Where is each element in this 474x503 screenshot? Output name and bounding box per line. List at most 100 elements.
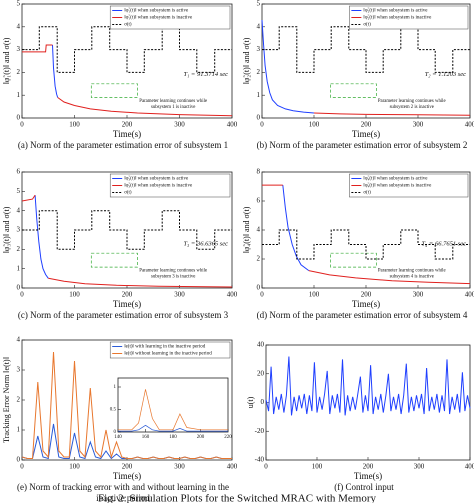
y-tick-label: 2 [17, 68, 21, 76]
annotation-note: subsystem 2 is inactive [390, 105, 434, 110]
x-tick-label: 300 [413, 121, 424, 129]
y-tick-label: 1 [257, 91, 261, 99]
annotation-note: Parameter learning continues while [378, 99, 446, 104]
y-tick-label: 0 [17, 114, 21, 122]
y-tick-label: 8 [257, 168, 261, 176]
line-series [118, 389, 228, 431]
caption: inactive period [96, 493, 150, 503]
line-series [282, 185, 310, 272]
y-tick-label: 0 [114, 430, 117, 435]
y-tick-label: 2 [257, 255, 261, 263]
x-tick-label: 300 [174, 463, 185, 471]
y-tick-label: 4 [257, 226, 261, 234]
line-series [262, 184, 471, 285]
line-series [261, 19, 315, 114]
line-series [21, 194, 233, 288]
y-tick-label: 4 [17, 206, 21, 214]
annotation-note: Parameter learning continues while [378, 269, 446, 274]
y-tick-label: 5 [17, 0, 21, 8]
legend-label: ‖φ̃₁(t)‖ when subsystem is active [124, 9, 189, 14]
x-tick-label: 200 [361, 121, 372, 129]
legend-label: σ(t) [124, 191, 132, 196]
y-tick-label: 0 [261, 398, 265, 406]
x-tick-label: 180 [169, 435, 177, 440]
legend-label: ‖e(t)‖ with learning in the inactive per… [124, 345, 206, 350]
y-tick-label: 4 [257, 22, 261, 30]
y-tick-label: -40 [255, 456, 265, 464]
x-tick-label: 0 [264, 463, 268, 471]
x-axis-label: Time(s) [113, 471, 141, 481]
caption: (e) Norm of tracking error with and with… [17, 482, 229, 492]
caption: (d) Norm of the parameter estimation err… [257, 310, 468, 320]
x-tick-label: 300 [414, 463, 425, 471]
line-series [22, 44, 233, 117]
x-tick-label: 0 [260, 121, 264, 129]
y-tick-label: 3 [17, 226, 21, 234]
x-tick-label: 200 [361, 291, 372, 299]
annotation: T₃ = 36.6365 sec [183, 240, 228, 247]
legend-label: ‖φ̃₁(t)‖ when subsystem is inactive [124, 16, 193, 21]
x-tick-label: 200 [197, 435, 205, 440]
x-tick-label: 100 [312, 463, 323, 471]
line-series [52, 44, 59, 98]
y-tick-label: 0 [17, 284, 21, 292]
legend-label: ‖φ̃₂(t)‖ when subsystem is inactive [363, 16, 432, 21]
caption: (b) Norm of the parameter estimation err… [257, 140, 468, 150]
legend [349, 173, 469, 198]
y-tick-label: 2 [17, 245, 21, 253]
y-tick-label: 4 [17, 336, 21, 344]
plot-area [117, 377, 229, 433]
legend-label: σ(t) [363, 191, 371, 196]
caption: (c) Norm of the parameter estimation err… [18, 310, 229, 320]
x-tick-label: 400 [465, 463, 474, 471]
y-tick-label: 0.5 [110, 408, 117, 413]
annotation: T₁ = 91.3714 sec [183, 71, 228, 78]
caption: (f) Control input [334, 482, 394, 492]
y-tick-label: 1 [114, 385, 117, 390]
x-tick-label: 400 [227, 463, 238, 471]
y-tick-label: 4 [17, 22, 21, 30]
x-tick-label: 100 [69, 291, 80, 299]
annotation: T₄ = 66.7651 sec [421, 240, 466, 247]
y-axis-label: ‖φ̃₁(t)‖ and σ(t) [2, 37, 11, 84]
x-tick-label: 200 [122, 291, 133, 299]
y-tick-label: 3 [17, 366, 21, 374]
x-axis-label: Time(s) [113, 129, 141, 139]
line-series [21, 351, 232, 459]
y-tick-label: 3 [17, 45, 21, 53]
caption: (a) Norm of the parameter estimation err… [18, 140, 228, 150]
y-tick-label: 5 [257, 0, 261, 8]
line-series [118, 424, 228, 432]
line-series [22, 210, 232, 250]
legend-label: σ(t) [363, 23, 371, 28]
y-tick-label: 6 [17, 168, 21, 176]
legend-label: ‖φ̃₃(t)‖ when subsystem is active [124, 177, 189, 182]
zoom-box [90, 83, 138, 98]
y-tick-label: 1 [17, 426, 21, 434]
annotation-note: Parameter learning continues while [139, 99, 207, 104]
x-tick-label: 0 [260, 291, 264, 299]
line-series [22, 26, 232, 73]
line-series [313, 112, 471, 116]
x-tick-label: 0 [20, 463, 24, 471]
x-tick-label: 160 [142, 435, 150, 440]
legend-label: σ(t) [124, 23, 132, 28]
x-tick-label: 300 [174, 291, 185, 299]
x-tick-label: 300 [174, 121, 185, 129]
y-tick-label: 0 [257, 284, 261, 292]
line-series [262, 26, 470, 73]
y-tick-label: 5 [17, 187, 21, 195]
y-axis-label: u(t) [246, 396, 255, 408]
y-tick-label: 2 [17, 396, 21, 404]
legend [109, 5, 231, 30]
x-tick-label: 200 [122, 463, 133, 471]
x-tick-label: 200 [122, 121, 133, 129]
y-tick-label: 0 [17, 456, 21, 464]
x-tick-label: 0 [20, 291, 24, 299]
y-axis-label: ‖φ̃₄(t)‖ and σ(t) [242, 206, 251, 253]
zoom-box [330, 252, 377, 268]
annotation-note: subsystem 4 is inactive [390, 275, 434, 280]
x-axis-label: Time(s) [113, 299, 141, 309]
legend [109, 173, 231, 198]
